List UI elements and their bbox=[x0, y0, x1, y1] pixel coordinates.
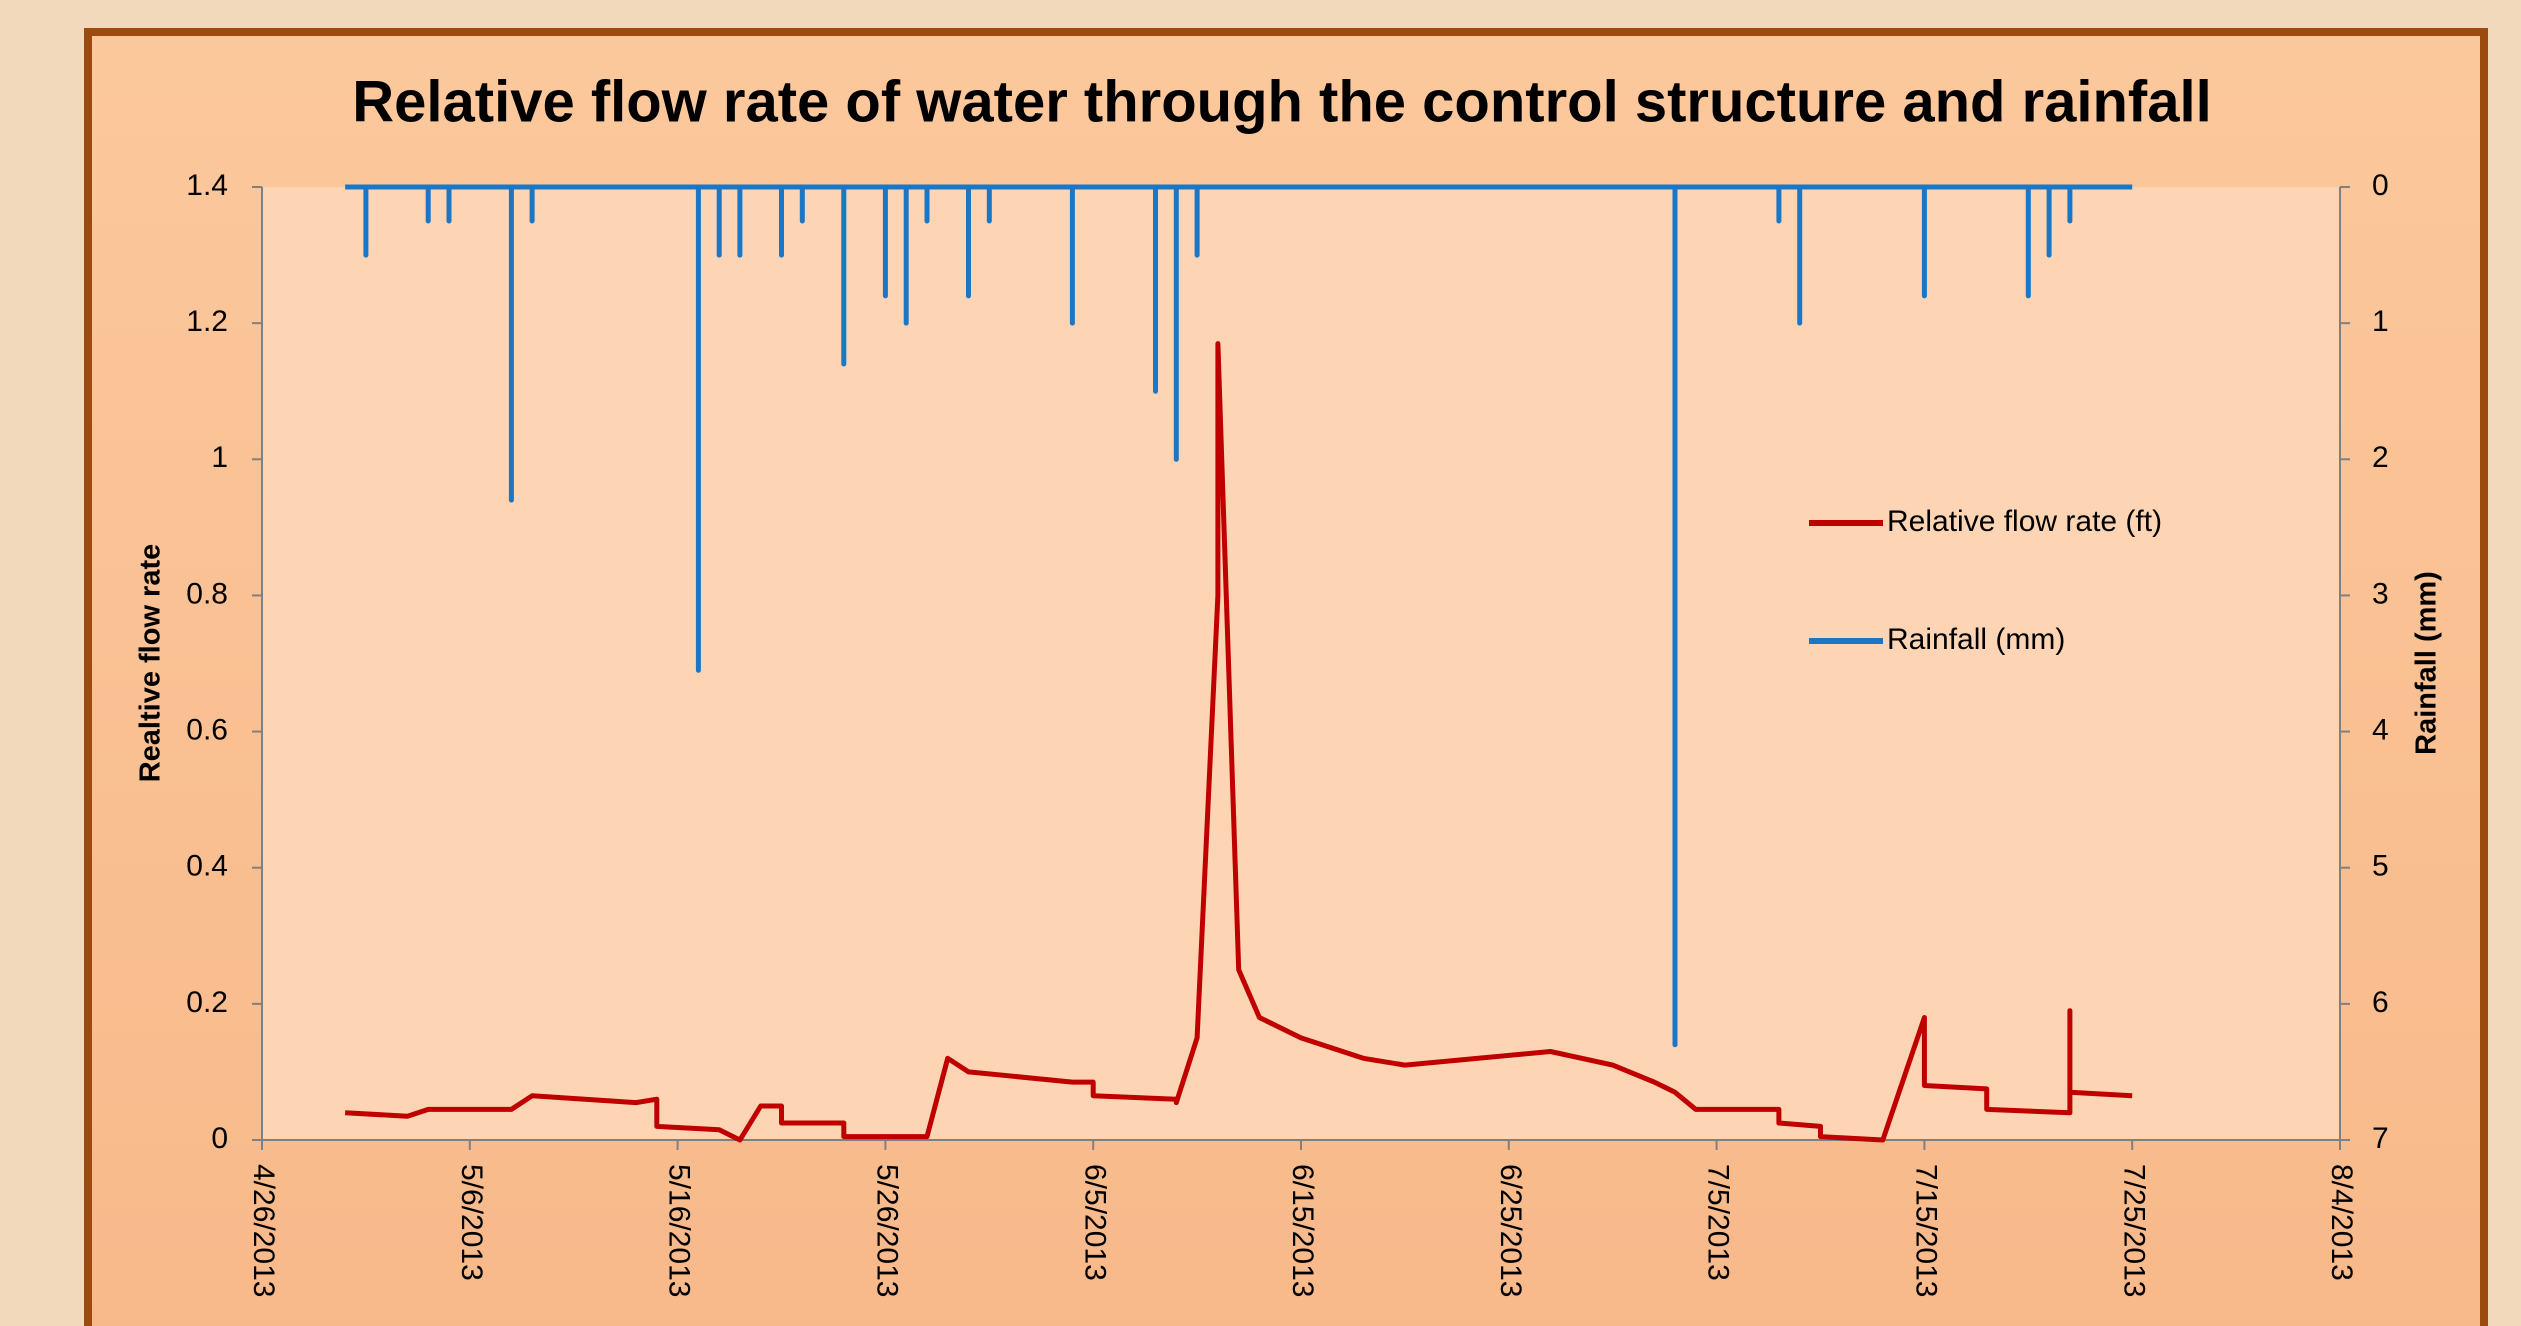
x-tick-label: 7/25/2013 bbox=[2117, 1164, 2150, 1297]
x-tick-label: 5/16/2013 bbox=[663, 1164, 696, 1297]
y-tick-label: 0 bbox=[211, 1122, 228, 1155]
y2-tick-label: 2 bbox=[2372, 441, 2389, 474]
y2-tick-label: 1 bbox=[2372, 305, 2389, 338]
y2-tick-label: 5 bbox=[2372, 850, 2389, 883]
y2-tick-label: 0 bbox=[2372, 169, 2389, 202]
y-tick-label: 1.2 bbox=[186, 305, 228, 338]
y-axis-label: Realtive flow rate bbox=[135, 544, 167, 783]
x-tick-label: 6/5/2013 bbox=[1078, 1164, 1111, 1281]
y-tick-label: 0.2 bbox=[186, 986, 228, 1019]
series-line bbox=[345, 184, 2133, 1048]
y2-tick-label: 4 bbox=[2372, 713, 2389, 746]
chart-title: Relative flow rate of water through the … bbox=[352, 69, 2211, 134]
x-tick-label: 5/26/2013 bbox=[870, 1164, 903, 1297]
plot-area bbox=[262, 187, 2340, 1140]
y-tick-label: 0.8 bbox=[186, 577, 228, 610]
legend-label: Relative flow rate (ft) bbox=[1887, 505, 2162, 538]
x-tick-label: 7/5/2013 bbox=[1702, 1164, 1735, 1281]
y-tick-label: 0.4 bbox=[186, 850, 228, 883]
x-tick-label: 7/15/2013 bbox=[1909, 1164, 1942, 1297]
y2-tick-label: 3 bbox=[2372, 577, 2389, 610]
x-tick-label: 4/26/2013 bbox=[247, 1164, 280, 1297]
y-tick-label: 1 bbox=[211, 441, 228, 474]
y2-tick-label: 7 bbox=[2372, 1122, 2389, 1155]
legend-label: Rainfall (mm) bbox=[1887, 623, 2065, 656]
x-tick-label: 5/6/2013 bbox=[455, 1164, 488, 1281]
y-tick-label: 0.6 bbox=[186, 713, 228, 746]
x-tick-label: 8/4/2013 bbox=[2325, 1164, 2358, 1281]
series-line bbox=[344, 341, 2133, 1143]
x-tick-label: 6/25/2013 bbox=[1494, 1164, 1527, 1297]
y2-tick-label: 6 bbox=[2372, 986, 2389, 1019]
y2-axis-label: Rainfall (mm) bbox=[2411, 571, 2443, 755]
x-tick-label: 6/15/2013 bbox=[1286, 1164, 1319, 1297]
y-tick-label: 1.4 bbox=[186, 169, 228, 202]
